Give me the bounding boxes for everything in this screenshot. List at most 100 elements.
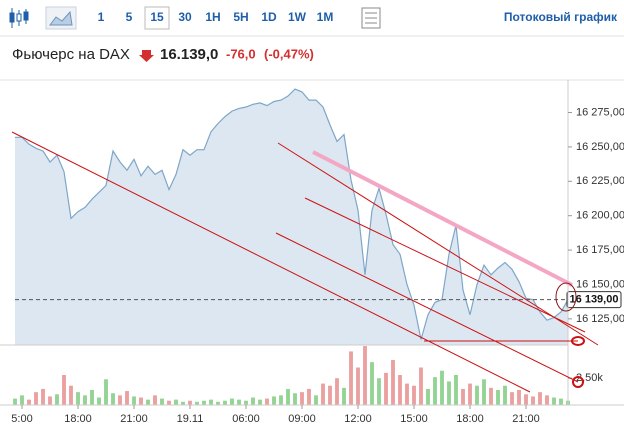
volume-bar — [524, 394, 528, 405]
volume-bar — [440, 370, 444, 405]
volume-bar — [314, 395, 318, 405]
interval-button[interactable]: 5H — [233, 10, 248, 24]
change: -76,0 — [226, 46, 256, 61]
volume-bar — [545, 395, 549, 405]
trend-line — [277, 142, 599, 346]
volume-bar — [48, 396, 52, 405]
volume-bar — [531, 396, 535, 405]
volume-bar — [265, 398, 269, 405]
volume-bar — [146, 399, 150, 405]
volume-bar — [111, 393, 115, 405]
last-price-tag — [566, 291, 622, 309]
volume-bar — [517, 390, 521, 405]
volume-bar — [34, 392, 38, 405]
area-icon[interactable] — [45, 6, 77, 30]
volume-bar — [503, 385, 507, 405]
interval-button[interactable]: 1M — [317, 10, 334, 24]
x-tick-label: 09:00 — [288, 413, 316, 425]
volume-bar — [181, 401, 185, 405]
volume-bar — [195, 401, 199, 405]
volume-bar — [118, 395, 122, 405]
volume-bar — [20, 395, 24, 405]
last-price-label: 16 139,00 — [570, 294, 619, 306]
x-tick-label: 18:00 — [64, 413, 92, 425]
volume-bar — [90, 390, 94, 405]
drawings — [11, 131, 599, 393]
volume-bar — [174, 399, 178, 405]
volume-bar — [125, 391, 129, 405]
interval-button[interactable]: 1H — [205, 10, 220, 24]
volume-bar — [272, 396, 276, 405]
trend-line — [304, 197, 586, 333]
volume-bar — [41, 388, 45, 405]
volume-bar — [489, 387, 493, 405]
volume-bar — [412, 385, 416, 405]
candle-icon[interactable] — [9, 8, 29, 28]
x-tick-label: 19.11 — [177, 413, 204, 425]
volume-bar — [342, 387, 346, 405]
y-tick-label: 16 225,00 — [576, 175, 624, 187]
streaming-link[interactable]: Потоковый график — [504, 10, 618, 24]
price: 16.139,0 — [160, 46, 218, 63]
volume-bar — [405, 383, 409, 405]
x-tick-label: 21:00 — [120, 413, 148, 425]
volume-bar — [384, 372, 388, 405]
volume-bar — [244, 400, 248, 405]
volume-bar — [454, 375, 458, 405]
volume-bar — [223, 400, 227, 405]
handle[interactable] — [572, 376, 584, 388]
interval-button[interactable]: 1 — [98, 10, 105, 24]
volume-bar — [258, 399, 262, 405]
volume-bar — [230, 398, 234, 405]
price-area — [15, 89, 568, 345]
y-tick-label: 16 125,00 — [576, 313, 624, 325]
volume-bar — [398, 375, 402, 405]
volume-bar — [69, 385, 73, 405]
interval-button[interactable]: 30 — [178, 10, 192, 24]
volume-bar — [104, 379, 108, 405]
volume-bar — [377, 378, 381, 405]
volume-bar — [349, 351, 353, 405]
interval-button[interactable]: 5 — [126, 10, 133, 24]
change-pct: (-0,47%) — [264, 46, 314, 61]
volume-bar — [13, 398, 17, 405]
y-tick-label: 16 275,00 — [576, 106, 624, 118]
instrument-name: Фьючерс на DAX — [12, 46, 130, 63]
volume-bar — [97, 397, 101, 405]
volume-bar — [251, 397, 255, 405]
volume-bar — [391, 360, 395, 405]
volume-bar — [363, 346, 367, 405]
interval-button[interactable]: 1W — [288, 10, 307, 24]
volume-bar — [552, 397, 556, 405]
volume-bar — [461, 388, 465, 405]
volume-bar — [370, 362, 374, 405]
handle[interactable] — [555, 282, 577, 312]
volume-bar — [321, 383, 325, 405]
handle[interactable] — [571, 336, 585, 346]
volume-bar — [419, 367, 423, 405]
y-tick-label: 16 175,00 — [576, 244, 624, 256]
volume-bar — [482, 379, 486, 405]
volume-bar — [153, 395, 157, 405]
volume-bar — [188, 400, 192, 405]
interval-button[interactable]: 1D — [261, 10, 277, 24]
x-tick-label: 18:00 — [456, 413, 484, 425]
volume-bar — [216, 401, 220, 405]
volume-bar — [132, 396, 136, 405]
interval-button[interactable]: 15 — [150, 10, 164, 24]
volume-bar — [160, 398, 164, 405]
volume-bar — [307, 388, 311, 405]
volume-bar — [83, 395, 87, 405]
volume-bar — [300, 392, 304, 405]
volume-bar — [167, 400, 171, 405]
toolbar: 1 5 15 30 1H 5H 1D 1W 1M Потоковый график — [9, 6, 618, 30]
volume-bar — [139, 397, 143, 405]
pink-line — [312, 150, 573, 287]
volume-bar — [279, 395, 283, 405]
volume-bar — [209, 399, 213, 405]
volume-bar — [538, 392, 542, 405]
y-tick-label: 16 150,00 — [576, 278, 624, 290]
x-tick-label: 12:00 — [344, 413, 372, 425]
volume-bar — [27, 399, 31, 405]
volume-bar — [328, 385, 332, 405]
